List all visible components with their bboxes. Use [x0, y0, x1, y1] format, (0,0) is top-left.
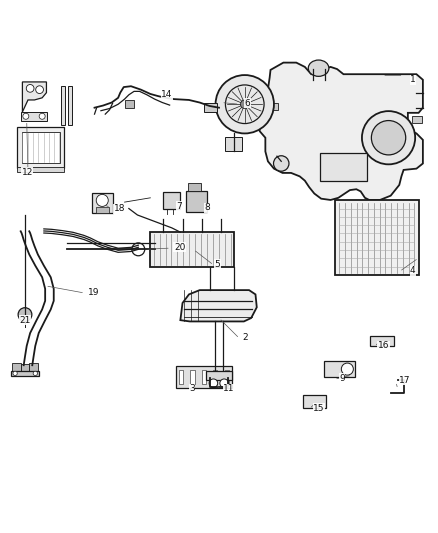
Circle shape — [362, 111, 415, 164]
FancyBboxPatch shape — [21, 132, 60, 163]
Circle shape — [371, 120, 406, 155]
Text: 15: 15 — [314, 403, 325, 413]
FancyBboxPatch shape — [202, 369, 206, 384]
Circle shape — [96, 195, 108, 206]
FancyBboxPatch shape — [29, 363, 38, 374]
FancyBboxPatch shape — [320, 153, 367, 181]
FancyBboxPatch shape — [187, 183, 201, 191]
Polygon shape — [22, 82, 46, 112]
FancyBboxPatch shape — [21, 112, 47, 120]
FancyBboxPatch shape — [303, 395, 326, 408]
FancyBboxPatch shape — [226, 137, 242, 151]
FancyBboxPatch shape — [324, 361, 355, 377]
Circle shape — [23, 113, 29, 119]
FancyBboxPatch shape — [21, 364, 29, 375]
Circle shape — [220, 379, 229, 387]
FancyBboxPatch shape — [68, 86, 72, 125]
Circle shape — [132, 243, 145, 256]
Text: 17: 17 — [399, 376, 411, 385]
Text: 11: 11 — [223, 384, 235, 393]
Text: 14: 14 — [161, 90, 173, 99]
FancyBboxPatch shape — [124, 100, 134, 108]
Text: 9: 9 — [339, 374, 345, 383]
Circle shape — [273, 156, 289, 171]
FancyBboxPatch shape — [225, 369, 229, 384]
FancyBboxPatch shape — [186, 191, 207, 212]
Circle shape — [13, 372, 17, 376]
Text: 6: 6 — [245, 99, 251, 108]
FancyBboxPatch shape — [12, 363, 21, 374]
Circle shape — [215, 75, 274, 133]
FancyBboxPatch shape — [163, 192, 180, 208]
FancyBboxPatch shape — [61, 86, 65, 125]
FancyBboxPatch shape — [335, 200, 419, 275]
Circle shape — [26, 85, 34, 92]
Circle shape — [39, 113, 45, 119]
Circle shape — [33, 372, 37, 376]
Text: 21: 21 — [19, 316, 31, 325]
Text: 7: 7 — [176, 202, 182, 211]
Circle shape — [341, 363, 353, 375]
Circle shape — [18, 308, 32, 321]
Text: 3: 3 — [189, 384, 195, 393]
Text: 2: 2 — [243, 333, 248, 342]
Text: 19: 19 — [88, 288, 99, 297]
FancyBboxPatch shape — [206, 372, 232, 380]
FancyBboxPatch shape — [17, 127, 64, 168]
FancyBboxPatch shape — [96, 207, 109, 213]
Polygon shape — [258, 62, 423, 200]
Text: 18: 18 — [114, 204, 125, 213]
Circle shape — [240, 100, 249, 109]
FancyBboxPatch shape — [268, 103, 278, 110]
Circle shape — [209, 379, 218, 387]
FancyBboxPatch shape — [179, 369, 184, 384]
FancyBboxPatch shape — [370, 336, 394, 346]
Text: 8: 8 — [204, 203, 210, 212]
Text: 12: 12 — [21, 167, 33, 176]
Text: 20: 20 — [174, 243, 185, 252]
Text: 5: 5 — [215, 260, 220, 269]
FancyBboxPatch shape — [412, 116, 423, 123]
Polygon shape — [180, 290, 257, 321]
FancyBboxPatch shape — [191, 369, 195, 384]
Ellipse shape — [308, 60, 329, 76]
Text: 16: 16 — [378, 342, 389, 350]
FancyBboxPatch shape — [204, 102, 217, 112]
FancyBboxPatch shape — [11, 371, 39, 376]
FancyBboxPatch shape — [150, 232, 234, 266]
Circle shape — [36, 86, 43, 93]
Text: 4: 4 — [410, 266, 416, 275]
FancyBboxPatch shape — [213, 369, 218, 384]
FancyBboxPatch shape — [17, 167, 64, 172]
Text: 1: 1 — [410, 75, 416, 84]
FancyBboxPatch shape — [92, 192, 113, 213]
FancyBboxPatch shape — [176, 366, 232, 387]
